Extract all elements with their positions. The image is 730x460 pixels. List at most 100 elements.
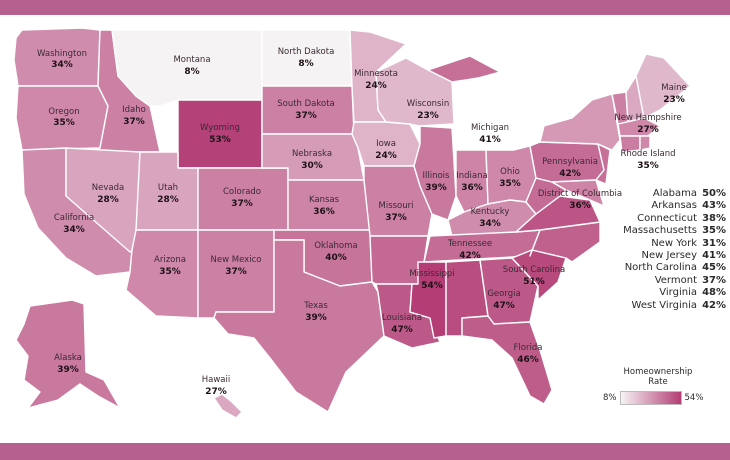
list-item: New York 31%	[598, 238, 726, 250]
legend-min-label: 8%	[603, 393, 617, 403]
state-dc-maryland[interactable]	[551, 179, 605, 207]
state-wisconsin[interactable]	[375, 57, 455, 127]
list-item-name: New Jersey	[641, 250, 697, 262]
state-maine[interactable]	[635, 53, 691, 119]
state-kansas[interactable]	[287, 179, 371, 231]
list-item: North Carolina 45%	[598, 262, 726, 274]
label-value-texas: 39%	[305, 313, 327, 323]
label-value-idaho: 37%	[123, 117, 145, 127]
list-item: Vermont 37%	[598, 275, 726, 287]
label-name-georgia: Georgia	[487, 289, 520, 299]
state-southdakota[interactable]	[261, 85, 355, 135]
label-name-missouri: Missouri	[379, 201, 414, 211]
label-value-kentucky: 34%	[479, 219, 501, 229]
label-value-florida: 46%	[517, 355, 539, 365]
label-value-washington: 34%	[51, 60, 73, 70]
label-name-newhampshire: New Hampshire	[614, 113, 681, 123]
list-item-name: Alabama	[652, 188, 697, 199]
list-item-value: 42%	[702, 299, 726, 311]
label-value-georgia: 47%	[493, 301, 515, 311]
label-name-ohio: Ohio	[500, 167, 520, 177]
label-name-arizona: Arizona	[154, 255, 186, 265]
label-name-washington: Washington	[37, 49, 87, 59]
label-value-newmexico: 37%	[225, 267, 247, 277]
state-massachusetts[interactable]	[617, 117, 661, 137]
label-name-southcarolina: South Carolina	[503, 265, 565, 275]
label-value-alaska: 39%	[57, 365, 79, 375]
small-states-list: Alabama 50% Arkansas 43% Connecticut 38% Ma…	[598, 188, 726, 312]
label-name-hawaii: Hawaii	[202, 375, 230, 385]
list-item-value: 48%	[702, 287, 726, 299]
legend-title-line1: Homeownership	[623, 367, 693, 377]
label-value-missouri: 37%	[385, 213, 407, 223]
label-name-northdakota: North Dakota	[278, 47, 335, 57]
label-value-kansas: 36%	[313, 207, 335, 217]
label-value-montana: 8%	[184, 67, 199, 77]
label-value-minnesota: 24%	[365, 81, 387, 91]
state-newyork[interactable]	[539, 93, 621, 151]
label-value-northdakota: 8%	[298, 59, 313, 69]
label-name-oregon: Oregon	[48, 107, 79, 117]
label-name-dc: District of Columbia	[538, 189, 622, 199]
label-name-colorado: Colorado	[223, 187, 261, 197]
label-name-alaska: Alaska	[54, 353, 82, 363]
label-value-utah: 28%	[157, 195, 179, 205]
label-value-tennessee: 42%	[459, 251, 481, 261]
state-rhodeisland[interactable]	[639, 135, 651, 151]
label-value-southdakota: 37%	[295, 111, 317, 121]
label-value-illinois: 39%	[425, 183, 447, 193]
label-value-california: 34%	[63, 225, 85, 235]
list-item: Massachusetts 35%	[598, 225, 726, 237]
label-name-tennessee: Tennessee	[447, 239, 492, 249]
list-item: Connecticut 38%	[598, 213, 726, 225]
state-northdakota[interactable]	[261, 29, 353, 87]
list-item-name: New York	[651, 237, 697, 249]
list-item-value: 31%	[702, 237, 726, 249]
list-item: Virginia 48%	[598, 287, 726, 299]
us-choropleth-map: Washington 34% Oregon 35% California 34%…	[13, 27, 691, 419]
list-item-name: West Virginia	[631, 299, 697, 311]
label-name-mississippi: Mississippi	[409, 269, 454, 279]
state-wyoming[interactable]	[177, 99, 263, 169]
state-hawaii[interactable]	[213, 393, 243, 419]
label-value-dc: 36%	[569, 201, 591, 211]
label-value-mississippi: 54%	[421, 281, 443, 291]
list-item-name: Connecticut	[637, 212, 697, 224]
label-name-california: California	[54, 213, 94, 223]
label-value-oregon: 35%	[53, 118, 75, 128]
state-indiana[interactable]	[455, 149, 489, 213]
label-name-louisiana: Louisiana	[382, 313, 422, 323]
state-florida[interactable]	[461, 315, 553, 405]
label-name-oklahoma: Oklahoma	[314, 241, 357, 251]
label-value-rhodeisland: 35%	[637, 161, 659, 171]
list-item-name: Arkansas	[651, 200, 697, 212]
label-name-rhodeisland: Rhode Island	[620, 149, 675, 159]
list-item-name: Vermont	[654, 274, 697, 286]
label-name-minnesota: Minnesota	[354, 69, 398, 79]
state-michigan[interactable]	[427, 55, 501, 83]
list-item-value: 45%	[702, 262, 726, 274]
label-value-pennsylvania: 42%	[559, 169, 581, 179]
label-value-maine: 23%	[663, 95, 685, 105]
state-alaska[interactable]	[15, 299, 121, 409]
label-value-nebraska: 30%	[301, 161, 323, 171]
label-value-wisconsin: 23%	[417, 111, 439, 121]
label-name-southdakota: South Dakota	[277, 99, 335, 109]
legend-gradient-bar	[619, 391, 682, 405]
label-name-wyoming: Wyoming	[200, 123, 240, 133]
label-value-louisiana: 47%	[391, 325, 413, 335]
label-name-florida: Florida	[514, 343, 543, 353]
label-name-illinois: Illinois	[423, 171, 451, 181]
state-illinois[interactable]	[413, 125, 457, 221]
legend-title: Homeownership Rate	[603, 367, 713, 387]
state-texas[interactable]	[213, 239, 385, 413]
label-value-indiana: 36%	[461, 183, 483, 193]
list-item-value: 38%	[702, 212, 726, 224]
label-name-kentucky: Kentucky	[471, 207, 510, 217]
list-item: Alabama 50%	[598, 188, 726, 200]
label-value-arizona: 35%	[159, 267, 181, 277]
list-item: New Jersey 41%	[598, 250, 726, 262]
label-name-indiana: Indiana	[456, 171, 487, 181]
label-name-newmexico: New Mexico	[211, 255, 262, 265]
